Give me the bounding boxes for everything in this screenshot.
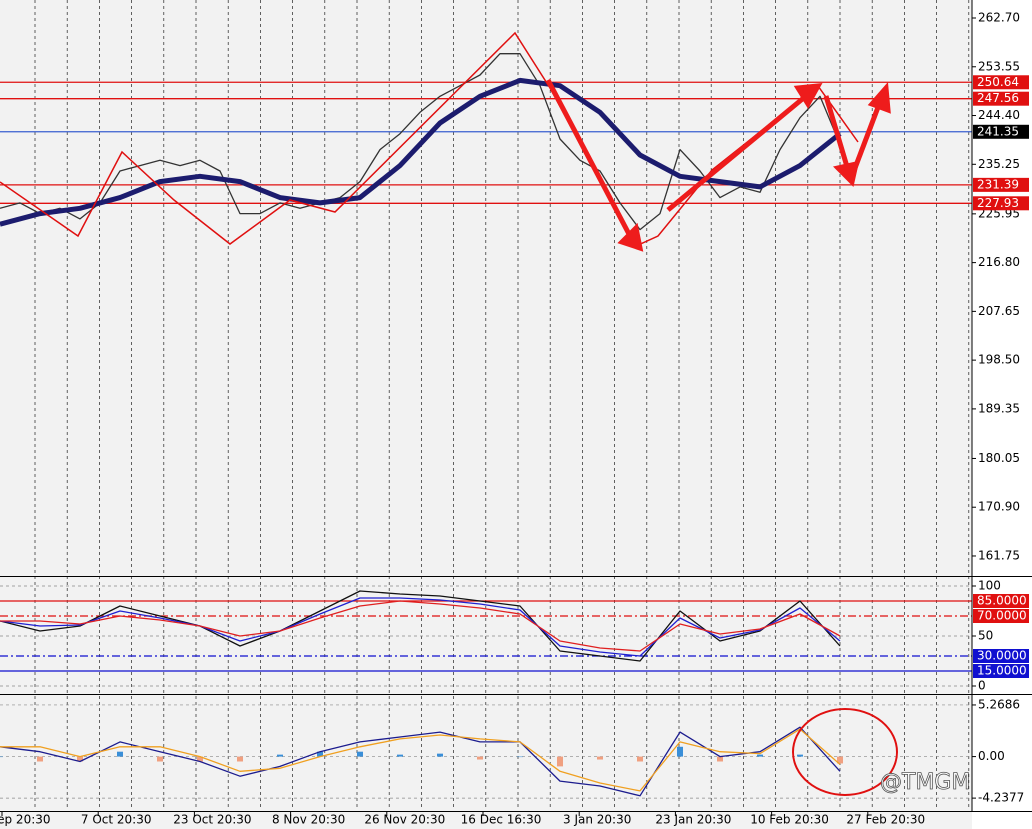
level-label: 30.0000: [977, 649, 1027, 663]
watermark: @TMGM: [880, 770, 970, 795]
level-label-box: [973, 649, 1029, 663]
y-tick-label: 244.40: [978, 108, 1020, 122]
level-label-box: [973, 664, 1029, 678]
y-tick-label: 262.70: [978, 11, 1020, 25]
histogram-bar: [717, 756, 723, 762]
y-tick-label: 161.75: [978, 548, 1020, 562]
annotations: [0, 31, 898, 796]
x-tick-label: 10 Feb 20:30: [750, 813, 829, 827]
y-tick-label: 180.05: [978, 451, 1020, 465]
histogram-bar: [757, 754, 763, 757]
x-tick-label: 8 Nov 20:30: [272, 813, 345, 827]
x-tick-label: 26 Nov 20:30: [364, 813, 445, 827]
y-tick-label: 207.65: [978, 304, 1020, 318]
histogram-bar: [517, 756, 523, 758]
series-line: [0, 77, 842, 227]
level-label-box: [973, 196, 1029, 211]
histogram-bar: [837, 756, 843, 764]
histogram-bar: [637, 756, 643, 762]
histogram-bar: [597, 756, 603, 760]
histogram-bar: [197, 756, 203, 762]
y-tick-label: 253.55: [978, 59, 1020, 73]
y-tick-label: -4.2377: [978, 791, 1024, 805]
histogram-bar: [317, 751, 323, 757]
histogram-bar: [357, 751, 363, 757]
series-line: [0, 597, 841, 657]
level-label: 227.93: [977, 196, 1019, 210]
histogram-bar: [37, 756, 43, 762]
y-tick-label: 198.50: [978, 353, 1020, 367]
x-tick-label: 7 Oct 20:30: [81, 813, 152, 827]
level-label-box: [973, 177, 1029, 192]
level-label-box: [973, 594, 1029, 608]
y-tick-label: 216.80: [978, 255, 1020, 269]
highlight-circle: [792, 708, 898, 796]
histogram-bar: [437, 753, 443, 757]
histogram-bar: [397, 754, 403, 757]
level-label: 85.0000: [977, 594, 1027, 608]
level-label: 250.64: [977, 75, 1019, 89]
level-label: 241.35: [977, 124, 1019, 138]
histogram-bar: [117, 751, 123, 757]
histogram-bar: [797, 754, 803, 757]
arrows: [545, 78, 891, 252]
x-tick-label: 16 Dec 16:30: [461, 813, 542, 827]
y-tick-label: 189.35: [978, 401, 1020, 415]
histogram-bar: [77, 756, 83, 762]
histogram-bar: [277, 754, 283, 757]
series-line: [0, 600, 841, 652]
histogram-bar: [237, 756, 243, 762]
histogram-bar: [677, 746, 683, 757]
x-tick-label: 23 Oct 20:30: [173, 813, 251, 827]
histogram-bar: [477, 756, 483, 760]
level-label-box: [973, 609, 1029, 623]
level-label-box: [973, 75, 1029, 90]
series-line: [0, 728, 841, 792]
series-line: [0, 590, 841, 662]
level-label: 247.56: [977, 91, 1019, 105]
level-label: 231.39: [977, 177, 1019, 191]
series-line: [0, 53, 841, 231]
x-tick-label: Sep 20:30: [0, 813, 51, 827]
histogram-bar: [557, 756, 563, 767]
level-label-box: [973, 91, 1029, 106]
x-tick-label: 23 Jan 20:30: [655, 813, 731, 827]
level-label: 15.0000: [977, 664, 1027, 678]
x-tick-label: 27 Feb 20:30: [846, 813, 925, 827]
y-tick-label: 170.90: [978, 500, 1020, 514]
y-tick-label: 0: [978, 679, 986, 693]
level-label-box: [973, 124, 1029, 139]
y-tick-label: 235.25: [978, 157, 1020, 171]
x-tick-label: 3 Jan 20:30: [563, 813, 631, 827]
level-label: 70.0000: [977, 609, 1027, 623]
histogram-bar: [157, 756, 163, 762]
histogram-bar: [0, 756, 3, 758]
y-tick-label: 0.00: [978, 749, 1005, 763]
y-tick-label: 5.2686: [978, 697, 1020, 711]
y-tick-label: 50: [978, 629, 993, 643]
y-tick-label: 100: [978, 579, 1001, 593]
